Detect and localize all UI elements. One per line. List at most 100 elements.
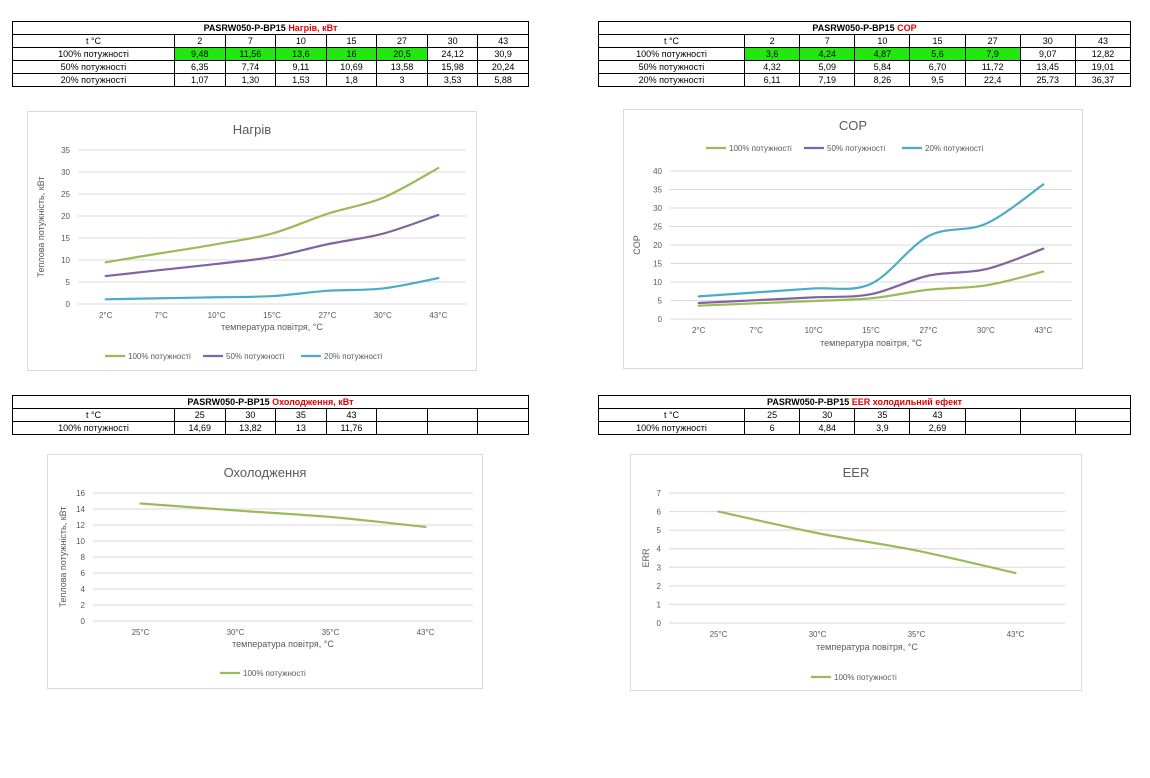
- x-tick-label: 2°С: [692, 326, 706, 335]
- y-tick-label: 6: [657, 508, 662, 517]
- chart-title: Нагрів: [233, 122, 271, 137]
- table-cell: 9,5: [909, 73, 966, 87]
- table-cell: 9,48: [174, 47, 226, 61]
- table-cell: 11,72: [964, 60, 1021, 74]
- legend-label: 100% потужності: [128, 352, 191, 361]
- table-cell: [1019, 421, 1076, 435]
- table-row: 100% потужності 9,48 11,56 13,6 16 20,5 24,12 3…: [12, 47, 529, 61]
- chart-title: COP: [839, 118, 867, 133]
- series-line: [717, 510, 1017, 575]
- y-tick-label: 6: [81, 569, 86, 578]
- table-row: 100% потужності 14,69 13,82 13 11,76: [12, 421, 529, 435]
- x-tick-label: 27°С: [318, 311, 336, 320]
- column-header: 27: [964, 34, 1021, 48]
- table-cell: 11,76: [325, 421, 378, 435]
- table-row: 50% потужності 4,32 5,09 5,84 6,70 11,72 13,45…: [598, 60, 1132, 74]
- table-cell: 9,11: [275, 60, 327, 74]
- table-cell: 9,07: [1019, 47, 1076, 61]
- table-cell: 24,12: [426, 47, 479, 61]
- x-tick-label: 15°С: [263, 311, 281, 320]
- y-tick-label: 12: [76, 521, 85, 530]
- series-line: [697, 247, 1045, 305]
- column-header: 2: [174, 34, 226, 48]
- chart-svg: EER 0 1 2 3 4 5 6 7 25°С 30°С 35°С 43°С температура п…: [641, 465, 1065, 682]
- table-row: 100% потужності 6 4,84 3,9 2,69: [598, 421, 1132, 435]
- column-header: [1019, 408, 1076, 422]
- row-label: 20% потужності: [598, 73, 745, 87]
- table-cell: 15,98: [426, 60, 479, 74]
- row-label: 50% потужності: [598, 60, 745, 74]
- column-header: 10: [854, 34, 911, 48]
- y-tick-label: 10: [76, 537, 85, 546]
- column-header: 30: [799, 408, 856, 422]
- x-tick-label: 2°С: [99, 311, 113, 320]
- metric-name: EER холодильний ефект: [851, 397, 962, 407]
- column-header: 35: [275, 408, 327, 422]
- chart-title: Охолодження: [224, 465, 307, 480]
- y-tick-label: 14: [76, 505, 85, 514]
- y-tick-label: 20: [653, 241, 662, 250]
- y-axis-label: Теплова потужність, кВт: [58, 507, 68, 608]
- column-header: 43: [325, 408, 378, 422]
- table-title: PASRW050-P-BP15 Охолодження, кВт: [12, 395, 529, 409]
- table-cell: 1,8: [325, 73, 378, 87]
- chart-svg: Охолодження 0 2 4 6 8 10 12 14 16 25°С 30°С 35°С 43°С…: [58, 465, 473, 678]
- table-cell: 4,84: [799, 421, 856, 435]
- row-label: 100% потужності: [12, 47, 175, 61]
- table-cell: [477, 421, 529, 435]
- eer-chart: EER 0 1 2 3 4 5 6 7 25°С 30°С 35°С 43°С температура п…: [630, 454, 1082, 691]
- table-cell: 3,9: [854, 421, 911, 435]
- table-cell: 6,70: [909, 60, 966, 74]
- table-cell: [426, 421, 479, 435]
- y-axis-label: ERR: [641, 548, 651, 568]
- y-tick-label: 15: [653, 260, 662, 269]
- heating-chart: Нагрів 0 5 10 15 20 25 30 35 2°С 7°С 10°С 15°С 27°С 30…: [27, 111, 477, 371]
- x-tick-label: 30°С: [227, 628, 245, 637]
- x-axis-label: температура повітря, °С: [232, 639, 334, 649]
- x-tick-label: 30°С: [977, 326, 995, 335]
- table-title: PASRW050-P-BP15 EER холодильний ефект: [597, 395, 1132, 409]
- table-cell: 22,4: [964, 73, 1021, 87]
- column-header: 25: [174, 408, 226, 422]
- column-header: 43: [477, 34, 529, 48]
- legend-label: 100% потужності: [729, 144, 792, 153]
- table-cell: 7,19: [799, 73, 856, 87]
- table-cell: [376, 421, 428, 435]
- x-axis-label: температура повітря, °С: [820, 338, 922, 348]
- table-cell: 30,9: [477, 47, 529, 61]
- x-tick-label: 35°С: [908, 630, 926, 639]
- column-header: 30: [1019, 34, 1076, 48]
- y-tick-label: 35: [653, 186, 662, 195]
- table-cell: 3,6: [743, 47, 801, 61]
- legend-label: 100% потужності: [834, 673, 897, 682]
- table-cell: 20,5: [376, 47, 428, 61]
- legend-label: 20% потужності: [324, 352, 383, 361]
- column-header: [426, 408, 479, 422]
- column-header: 7: [799, 34, 856, 48]
- table-cell: 36,37: [1074, 73, 1132, 87]
- y-tick-label: 0: [657, 619, 662, 628]
- y-tick-label: 7: [657, 489, 662, 498]
- cop-chart: COP 0 5 10 15 20 25 30 35 40 2°С 7°С 10°С 15°С 27°С 30°…: [623, 109, 1083, 369]
- series-line: [104, 166, 440, 264]
- heating-table: PASRW050-P-BP15 Нагрів, кВт t °C 2 7 10 15 27 3…: [12, 21, 529, 87]
- y-tick-label: 30: [653, 204, 662, 213]
- table-cell: 12,82: [1074, 47, 1132, 61]
- x-axis-label: температура повітря, °С: [221, 322, 323, 332]
- x-tick-label: 30°С: [809, 630, 827, 639]
- row-label: 20% потужності: [12, 73, 175, 87]
- table-row: 50% потужності 6,35 7,74 9,11 10,69 13,58 15,9…: [12, 60, 529, 74]
- x-tick-label: 7°С: [154, 311, 168, 320]
- table-cell: 7,74: [224, 60, 277, 74]
- model-name: PASRW050-P-BP15: [187, 397, 270, 407]
- legend-label: 50% потужності: [226, 352, 285, 361]
- column-header: 15: [325, 34, 378, 48]
- row-label: 100% потужності: [12, 421, 175, 435]
- column-header: 2: [743, 34, 801, 48]
- table-cell: 20,24: [477, 60, 529, 74]
- column-header: [964, 408, 1021, 422]
- y-tick-label: 4: [81, 585, 86, 594]
- y-tick-label: 2: [81, 601, 86, 610]
- y-tick-label: 16: [76, 489, 85, 498]
- legend-label: 50% потужності: [827, 144, 886, 153]
